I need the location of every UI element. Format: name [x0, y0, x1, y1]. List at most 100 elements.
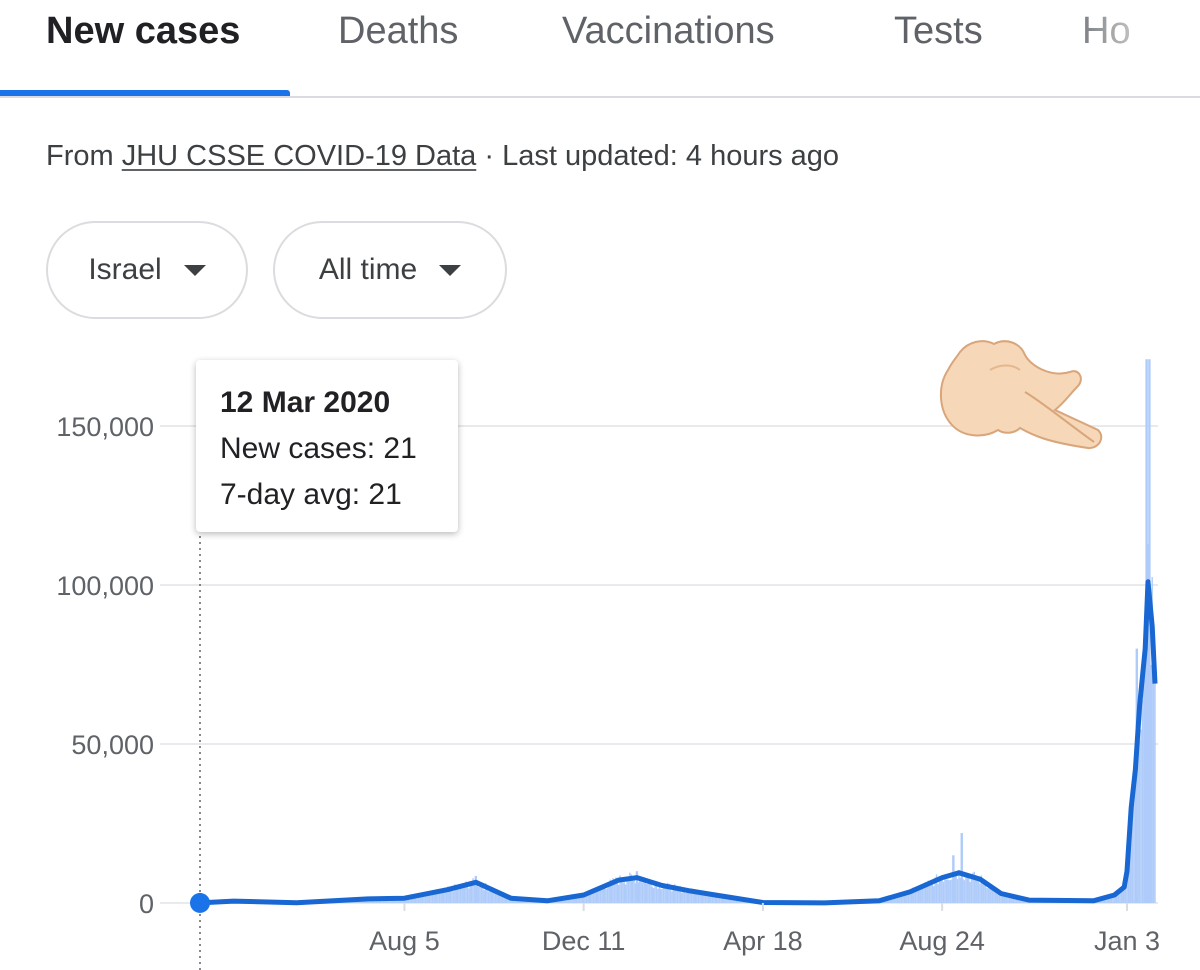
daily-case-bar — [412, 897, 414, 903]
daily-case-bar — [419, 895, 421, 903]
daily-case-bar — [430, 892, 432, 903]
daily-case-bar — [426, 895, 428, 903]
daily-case-bar — [926, 882, 928, 903]
daily-case-bar — [959, 878, 962, 903]
daily-case-bar — [1012, 898, 1015, 903]
daily-case-bar — [662, 887, 665, 903]
daily-case-bar — [954, 874, 956, 903]
daily-case-bar — [476, 881, 478, 903]
daily-case-bar — [965, 873, 967, 903]
x-tick-label: Aug 24 — [899, 926, 985, 956]
daily-case-bar — [672, 885, 674, 903]
daily-case-bar — [921, 885, 924, 903]
tab-deaths[interactable]: Deaths — [338, 10, 459, 52]
daily-case-bar — [603, 887, 606, 903]
daily-case-bar — [707, 893, 710, 903]
daily-case-bar — [381, 899, 383, 903]
tabs-fade-overlay — [1060, 0, 1200, 90]
daily-case-bar — [462, 885, 464, 903]
source-link[interactable]: JHU CSSE COVID-19 Data — [121, 140, 477, 172]
daily-case-bar — [1113, 894, 1116, 903]
daily-case-bar — [920, 884, 922, 903]
daily-case-bar — [970, 875, 973, 903]
tab-new-cases[interactable]: New cases — [46, 10, 241, 52]
daily-case-bar — [500, 894, 502, 903]
daily-case-bar — [994, 888, 997, 903]
daily-case-bar — [468, 888, 470, 903]
chevron-down-icon — [183, 264, 206, 276]
y-tick-label: 100,000 — [56, 571, 154, 601]
daily-case-bar — [711, 896, 714, 903]
daily-case-bar — [1122, 884, 1124, 903]
daily-peak-bar — [635, 871, 639, 903]
daily-case-bar — [898, 895, 900, 903]
daily-case-bar — [1140, 729, 1142, 903]
daily-case-bar — [927, 880, 929, 903]
daily-case-bar — [414, 897, 417, 903]
daily-case-bar — [979, 883, 981, 903]
daily-case-bar — [623, 882, 625, 903]
daily-case-bar — [690, 888, 693, 903]
daily-case-bar — [704, 894, 707, 903]
daily-case-bar — [1144, 622, 1146, 903]
chart-tooltip: 12 Mar 2020 New cases: 21 7-day avg: 21 — [196, 360, 458, 532]
daily-case-bar — [931, 880, 934, 903]
daily-case-bar — [428, 892, 431, 903]
tab-vaccinations[interactable]: Vaccinations — [562, 10, 775, 52]
daily-case-bar — [679, 886, 682, 903]
daily-case-bar — [473, 881, 476, 903]
daily-case-bar — [469, 885, 471, 903]
daily-case-bar — [451, 888, 453, 903]
daily-case-bar — [727, 896, 729, 903]
daily-case-bar — [459, 884, 462, 903]
daily-case-bar — [589, 892, 592, 903]
daily-case-bar — [983, 884, 985, 903]
daily-case-bar — [685, 892, 687, 903]
x-tick-label: Apr 18 — [723, 926, 803, 956]
daily-case-bar — [616, 881, 618, 903]
daily-case-bar — [626, 880, 628, 903]
location-dropdown[interactable]: Israel — [46, 221, 248, 319]
daily-case-bar — [661, 889, 663, 903]
daily-case-bar — [424, 894, 427, 903]
tab-tests[interactable]: Tests — [894, 10, 983, 52]
daily-case-bar — [630, 874, 632, 903]
daily-case-bar — [602, 885, 604, 903]
daily-case-bar — [584, 893, 586, 903]
daily-case-bar — [1103, 898, 1106, 903]
daily-case-bar — [571, 897, 574, 903]
daily-case-bar — [445, 889, 448, 903]
daily-case-bar — [505, 896, 508, 903]
daily-case-bar — [968, 875, 970, 903]
daily-case-bar — [608, 885, 610, 903]
daily-case-bar — [615, 877, 617, 903]
daily-case-bar — [702, 893, 704, 903]
cases-chart[interactable]: 150,000 100,000 50,000 0 Aug 5 Dec 11 Apr 18 Au… — [0, 340, 1200, 970]
daily-case-bar — [1126, 876, 1128, 903]
daily-case-bar — [984, 883, 987, 903]
daily-case-bar — [622, 882, 624, 903]
daily-case-bar — [484, 883, 487, 903]
daily-case-bar — [423, 894, 425, 903]
daily-case-bar — [955, 875, 957, 903]
daily-case-bar — [941, 879, 943, 903]
daily-case-bar — [730, 897, 732, 903]
daily-case-bar — [987, 888, 990, 903]
daily-case-bar — [637, 882, 639, 903]
time-range-dropdown[interactable]: All time — [273, 221, 507, 319]
daily-case-bar — [916, 889, 918, 903]
daily-case-bar — [599, 887, 602, 903]
daily-case-bar — [1108, 896, 1110, 903]
daily-case-bar — [647, 880, 649, 903]
daily-case-bar — [486, 887, 488, 903]
x-tick-label: Aug 5 — [369, 926, 440, 956]
daily-case-bar — [902, 894, 904, 903]
daily-case-bar — [989, 884, 991, 903]
daily-case-bar — [906, 895, 908, 903]
tooltip-avg: 7-day avg: 21 — [220, 478, 402, 511]
daily-case-bar — [1137, 745, 1139, 903]
daily-case-bar — [441, 889, 443, 903]
daily-case-bar — [442, 888, 445, 903]
daily-case-bar — [514, 899, 516, 903]
daily-case-bar — [659, 888, 662, 903]
